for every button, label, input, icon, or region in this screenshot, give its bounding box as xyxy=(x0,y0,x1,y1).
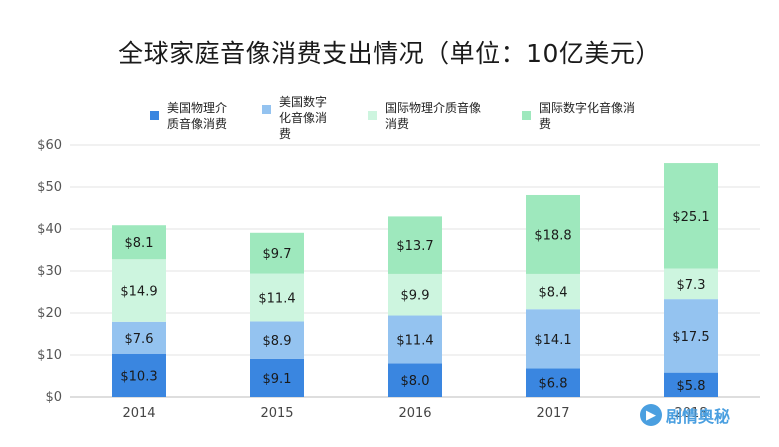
chart-legend: 美国物理介 质音像消费 美国数字 化音像消 费 国际物理介质音像 消费 国际数字… xyxy=(0,95,779,144)
data-label: $10.3 xyxy=(120,369,157,384)
data-label: $9.7 xyxy=(263,247,292,262)
data-label: $18.8 xyxy=(534,228,571,243)
watermark: ▶ 剧情奥秘 xyxy=(640,403,730,427)
bar-segment xyxy=(664,268,718,300)
data-label: $11.4 xyxy=(396,333,433,348)
bar-segment xyxy=(664,372,718,397)
y-tick-label: $10 xyxy=(37,348,62,363)
data-label: $17.5 xyxy=(672,330,709,345)
data-label: $7.3 xyxy=(677,278,706,293)
y-tick-label: $0 xyxy=(45,390,62,405)
legend-item-us-digital: 美国数字 化音像消 费 xyxy=(262,94,327,142)
data-label: $6.8 xyxy=(539,377,568,392)
legend-swatch-us-physical xyxy=(150,111,159,120)
play-icon: ▶ xyxy=(640,404,662,426)
bar-segment xyxy=(112,353,166,397)
data-label: $25.1 xyxy=(672,210,709,225)
x-tick-label: 2015 xyxy=(260,406,293,421)
legend-label-intl-digital: 国际数字化音像消 费 xyxy=(539,101,636,131)
bar-segment xyxy=(388,363,442,397)
x-tick-label: 2018 xyxy=(674,406,707,421)
y-tick-label: $40 xyxy=(37,222,62,237)
bar-segment xyxy=(388,273,442,316)
data-label: $14.1 xyxy=(534,333,571,348)
watermark-text: 剧情奥秘 xyxy=(666,407,731,426)
bar-segment xyxy=(250,358,304,397)
legend-item-us-physical: 美国物理介 质音像消费 xyxy=(150,100,227,132)
data-label: $11.4 xyxy=(258,291,295,306)
data-label: $8.9 xyxy=(263,334,292,349)
y-tick-label: $50 xyxy=(37,180,62,195)
bar-segment xyxy=(664,299,718,373)
data-label: $8.1 xyxy=(125,236,154,251)
data-label: $14.9 xyxy=(120,285,157,300)
bar-segment xyxy=(112,259,166,322)
bar-segment xyxy=(250,273,304,322)
data-label: $5.8 xyxy=(677,379,706,394)
data-label: $8.4 xyxy=(539,286,568,301)
bar-segment xyxy=(388,315,442,364)
data-label: $9.1 xyxy=(263,372,292,387)
legend-item-intl-digital: 国际数字化音像消 费 xyxy=(522,100,635,132)
data-label: $8.0 xyxy=(401,374,430,389)
legend-label-us-physical: 美国物理介 质音像消费 xyxy=(167,101,228,131)
legend-label-intl-physical: 国际物理介质音像 消费 xyxy=(385,101,482,131)
data-label: $9.9 xyxy=(401,289,430,304)
y-tick-label: $60 xyxy=(37,138,62,153)
bar-segment xyxy=(112,321,166,354)
legend-swatch-us-digital xyxy=(262,105,271,114)
legend-item-intl-physical: 国际物理介质音像 消费 xyxy=(368,100,481,132)
chart-title: 全球家庭音像消费支出情况（单位：10亿美元） xyxy=(118,39,661,68)
data-label: $7.6 xyxy=(125,332,154,347)
x-tick-label: 2017 xyxy=(536,406,569,421)
legend-label-us-digital: 美国数字 化音像消 费 xyxy=(279,95,328,141)
bar-segment xyxy=(664,163,718,269)
data-label: $13.7 xyxy=(396,239,433,254)
legend-swatch-intl-digital xyxy=(522,111,531,120)
bar-segment xyxy=(250,321,304,359)
x-tick-label: 2016 xyxy=(398,406,431,421)
y-tick-label: $20 xyxy=(37,306,62,321)
y-tick-label: $30 xyxy=(37,264,62,279)
legend-swatch-intl-physical xyxy=(368,111,377,120)
bar-segment xyxy=(112,225,166,260)
x-tick-label: 2014 xyxy=(122,406,155,421)
bar-segment xyxy=(526,273,580,310)
bar-segment xyxy=(526,368,580,397)
bar-segment xyxy=(526,194,580,274)
bar-segment xyxy=(388,216,442,274)
bar-segment xyxy=(250,232,304,274)
bar-segment xyxy=(526,309,580,369)
